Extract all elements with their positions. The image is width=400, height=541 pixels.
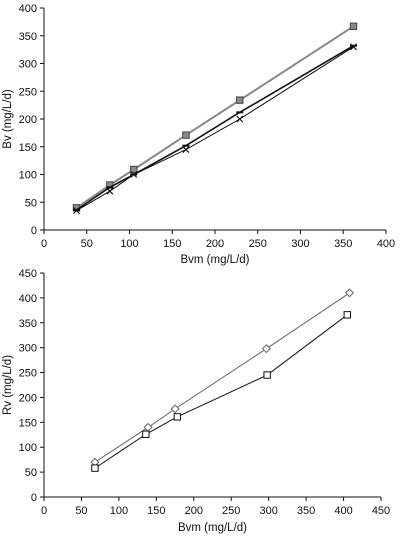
chart1-series1-point bbox=[91, 464, 99, 472]
chart1-series1-point bbox=[263, 371, 271, 379]
x-tick-label: 150 bbox=[163, 238, 181, 250]
x-tick-label: 50 bbox=[75, 505, 87, 517]
x-tick-label: 450 bbox=[372, 505, 390, 517]
y-axis-label: Rv (mg/L/d) bbox=[2, 355, 14, 415]
x-tick-label: 300 bbox=[259, 505, 277, 517]
y-tick-label: 200 bbox=[19, 114, 37, 126]
chart0-series2-point bbox=[73, 207, 80, 214]
x-tick-label: 0 bbox=[41, 238, 47, 250]
chart0-series-0-line bbox=[75, 25, 355, 209]
x-tick-label: 100 bbox=[120, 238, 138, 250]
y-tick-label: 400 bbox=[19, 3, 37, 15]
chart0-series2-point bbox=[350, 43, 357, 51]
chart1-series-1-line bbox=[94, 314, 348, 469]
x-tick-label: 350 bbox=[334, 238, 352, 250]
x-tick-label: 250 bbox=[249, 238, 267, 250]
chart0-series2-point bbox=[182, 146, 190, 153]
y-tick-label: 350 bbox=[19, 31, 37, 43]
chart1-series1-point bbox=[343, 311, 352, 319]
y-tick-label: 50 bbox=[25, 197, 37, 209]
chart1-series-1 bbox=[91, 311, 352, 472]
chart0-series0-point bbox=[182, 131, 190, 139]
chart1-series0-point bbox=[345, 288, 355, 298]
x-tick-label: 50 bbox=[81, 238, 93, 250]
x-tick-label: 400 bbox=[377, 238, 395, 250]
y-tick-label: 0 bbox=[31, 492, 37, 504]
y-tick-label: 150 bbox=[19, 142, 37, 154]
chart0-series2-point bbox=[130, 171, 138, 178]
y-axis-label: Bv (mg/L/d) bbox=[2, 89, 14, 149]
chart0-series-1 bbox=[72, 44, 358, 212]
x-tick-label: 150 bbox=[147, 505, 165, 517]
chart0-series2-point bbox=[236, 115, 244, 123]
chart0-series2-point bbox=[106, 187, 114, 195]
y-tick-label: 350 bbox=[19, 318, 37, 330]
chart-1: 0 50 100 150 200 250 300 350 400 0 50 100 150 200 250 3… bbox=[2, 3, 395, 266]
x-axis-label: Bvm (mg/L/d) bbox=[178, 522, 247, 534]
y-tick-label: 250 bbox=[19, 368, 37, 380]
chart0-series0-point bbox=[236, 96, 244, 104]
chart1-series0-point bbox=[143, 422, 153, 432]
chart0-series0-point bbox=[130, 165, 138, 174]
x-tick-label: 200 bbox=[206, 238, 224, 250]
y-tick-label: 300 bbox=[19, 343, 37, 355]
y-tick-label: 100 bbox=[19, 170, 37, 182]
y-tick-label: 250 bbox=[19, 86, 37, 98]
chart0-series-0 bbox=[72, 22, 358, 212]
x-tick-label: 200 bbox=[185, 505, 203, 517]
x-axis-label: Bvm (mg/L/d) bbox=[180, 254, 249, 266]
chart0-series-1-line bbox=[76, 45, 354, 211]
y-tick-label: 450 bbox=[19, 268, 37, 280]
x-tick-label: 350 bbox=[297, 505, 315, 517]
chart1-series1-point bbox=[142, 430, 150, 438]
chart-2: 0 50 100 150 200 250 300 350 400 450 0 50 100 150 200 2… bbox=[2, 268, 390, 534]
chart1-series0-point bbox=[170, 404, 180, 414]
chart0-series-2 bbox=[73, 43, 357, 214]
chart1-series-0-line bbox=[94, 292, 350, 463]
chart0-series-2-line bbox=[76, 46, 354, 212]
y-tick-label: 50 bbox=[25, 467, 37, 479]
chart0-series0-point bbox=[349, 22, 358, 31]
chart1-series1-point bbox=[173, 413, 182, 421]
y-tick-label: 0 bbox=[31, 225, 37, 237]
y-tick-label: 300 bbox=[19, 59, 37, 71]
x-tick-label: 250 bbox=[222, 505, 240, 517]
y-tick-label: 150 bbox=[19, 417, 37, 429]
x-tick-label: 300 bbox=[291, 238, 309, 250]
chart1-series0-point bbox=[261, 344, 271, 354]
x-tick-label: 400 bbox=[334, 505, 352, 517]
y-tick-label: 100 bbox=[19, 442, 37, 454]
x-tick-label: 0 bbox=[41, 505, 47, 517]
y-tick-label: 400 bbox=[19, 293, 37, 305]
chart1-series-0 bbox=[90, 288, 355, 467]
x-tick-label: 100 bbox=[110, 505, 128, 517]
y-tick-label: 200 bbox=[19, 392, 37, 404]
